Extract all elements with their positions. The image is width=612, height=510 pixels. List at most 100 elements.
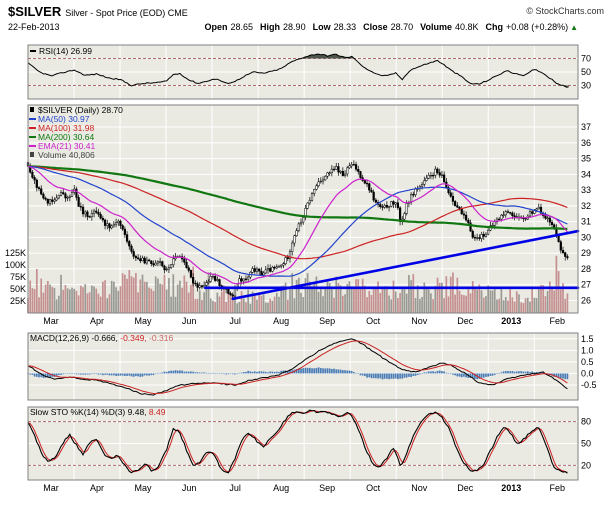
symbol: $SILVER	[8, 4, 62, 19]
svg-text:26: 26	[581, 295, 591, 305]
svg-text:Aug: Aug	[273, 483, 289, 493]
x-axis-month-labels: Sep	[319, 483, 335, 493]
svg-text:Mar: Mar	[43, 483, 59, 493]
svg-text:50K: 50K	[10, 284, 26, 294]
svg-text:80: 80	[581, 417, 591, 427]
open-value: 28.65	[230, 22, 254, 32]
x-axis-month-labels: Aug	[273, 483, 289, 493]
svg-text:30: 30	[581, 81, 591, 91]
x-axis-month-labels: May	[135, 483, 153, 493]
svg-text:100K: 100K	[5, 260, 26, 270]
low-label: Low	[312, 22, 331, 32]
x-axis-month-labels: 2013	[501, 316, 521, 326]
svg-text:36: 36	[581, 138, 591, 148]
svg-text:50: 50	[581, 67, 591, 77]
svg-text:35: 35	[581, 154, 591, 164]
rsi-panel: 70 50 30 RSI(14) 26.99	[27, 44, 591, 100]
copyright: © StockCharts.com	[526, 6, 604, 16]
svg-text:Aug: Aug	[273, 316, 289, 326]
rsi-legend: RSI(14) 26.99	[39, 46, 92, 56]
stoch-k-line	[27, 409, 568, 474]
x-axis-month-labels: Nov	[411, 316, 428, 326]
svg-text:28: 28	[581, 264, 591, 274]
svg-text:Feb: Feb	[550, 316, 566, 326]
x-axis-month-labels: Apr	[90, 483, 104, 493]
svg-text:75K: 75K	[10, 272, 26, 282]
svg-text:Dec: Dec	[457, 316, 474, 326]
svg-text:-0.5: -0.5	[581, 380, 597, 390]
x-axis-month-labels: Aug	[273, 316, 289, 326]
volume-bars	[27, 255, 569, 313]
svg-text:2013: 2013	[501, 316, 521, 326]
x-axis-month-labels: Sep	[319, 316, 335, 326]
svg-text:Apr: Apr	[90, 483, 104, 493]
svg-text:MA(100) 31.98: MA(100) 31.98	[38, 123, 94, 133]
close-label: Close	[363, 22, 388, 32]
x-axis-month-labels: Apr	[90, 316, 104, 326]
macd-panel: 1.51.0 0.50.0 -0.5 MACD(12,26,9) -0.666, -0…	[27, 332, 597, 401]
svg-text:Jul: Jul	[229, 483, 241, 493]
x-axis-month-labels: Dec	[457, 483, 474, 493]
chg-value: +0.08 (+0.28%)	[506, 22, 569, 32]
svg-text:31: 31	[581, 217, 591, 227]
x-axis-month-labels: Feb	[550, 483, 566, 493]
volume-value: 40.8K	[455, 22, 479, 32]
svg-text:MA(50) 30.97: MA(50) 30.97	[38, 114, 90, 124]
macd-signal-line	[27, 340, 568, 395]
macd-line	[27, 338, 568, 396]
svg-text:1.5: 1.5	[581, 334, 594, 344]
chart-subheader: 22-Feb-2013 Open 28.65 High 28.90 Low 28.33 Cl…	[8, 22, 578, 35]
svg-text:Mar: Mar	[43, 316, 59, 326]
macd-histogram	[27, 367, 569, 380]
close-value: 28.70	[390, 22, 414, 32]
svg-text:30: 30	[581, 232, 591, 242]
svg-text:Nov: Nov	[411, 483, 428, 493]
svg-text:34: 34	[581, 169, 591, 179]
x-axis-month-labels: Nov	[411, 483, 428, 493]
svg-text:125K: 125K	[5, 248, 26, 258]
x-axis-month-labels: Jul	[229, 483, 241, 493]
svg-text:Apr: Apr	[90, 316, 104, 326]
stoch-legend: Slow STO %K(14) %D(3) 9.48, 8.49	[30, 407, 166, 417]
svg-text:Jul: Jul	[229, 316, 241, 326]
high-value: 28.90	[283, 22, 306, 32]
low-value: 28.33	[333, 22, 357, 32]
svg-text:Jun: Jun	[182, 483, 197, 493]
x-axis-month-labels: Jul	[229, 316, 241, 326]
svg-text:MA(200) 30.64: MA(200) 30.64	[38, 132, 94, 142]
macd-legend: MACD(12,26,9) -0.666, -0.349, -0.316	[30, 333, 173, 343]
svg-text:$SILVER (Daily) 28.70: $SILVER (Daily) 28.70	[38, 105, 123, 115]
svg-text:Jun: Jun	[182, 316, 197, 326]
x-axis-month-labels: Mar	[43, 316, 59, 326]
ohlc-quote: Open 28.65 High 28.90 Low 28.33 Close 28.70 Volu…	[198, 22, 579, 32]
svg-text:2013: 2013	[501, 483, 521, 493]
svg-text:27: 27	[581, 280, 591, 290]
svg-text:32: 32	[581, 201, 591, 211]
svg-text:May: May	[135, 483, 153, 493]
svg-text:May: May	[135, 316, 153, 326]
svg-text:33: 33	[581, 185, 591, 195]
chart-date: 22-Feb-2013	[8, 22, 60, 32]
svg-text:1.0: 1.0	[581, 345, 594, 355]
chart-header: $SILVER Silver - Spot Price (EOD) CME © S…	[8, 3, 604, 19]
x-axis-month-labels: Oct	[366, 316, 381, 326]
high-label: High	[260, 22, 281, 32]
svg-text:EMA(21) 30.41: EMA(21) 30.41	[38, 141, 95, 151]
chart-canvas: 70 50 30 RSI(14) 26.99 37 36 35 34 33 32 31 30 29 28 2…	[5, 44, 597, 493]
x-axis-month-labels: Mar	[43, 483, 59, 493]
svg-text:0.5: 0.5	[581, 357, 594, 367]
svg-text:Oct: Oct	[366, 483, 381, 493]
open-label: Open	[204, 22, 228, 32]
volume-label: Volume	[420, 22, 452, 32]
svg-text:20: 20	[581, 460, 591, 470]
chg-label: Chg	[485, 22, 504, 32]
svg-text:Feb: Feb	[550, 483, 566, 493]
svg-text:0.0: 0.0	[581, 368, 594, 378]
price-panel: 37 36 35 34 33 32 31 30 29 28 27 26 125K 100K 75K 50K 25…	[5, 104, 591, 314]
rsi-line	[27, 53, 568, 88]
ma50-line	[27, 165, 568, 277]
stoch-panel: 80 50 20 Slow STO %K(14) %D(3) 9.48, 8.49	[27, 406, 591, 481]
svg-text:70: 70	[581, 54, 591, 64]
